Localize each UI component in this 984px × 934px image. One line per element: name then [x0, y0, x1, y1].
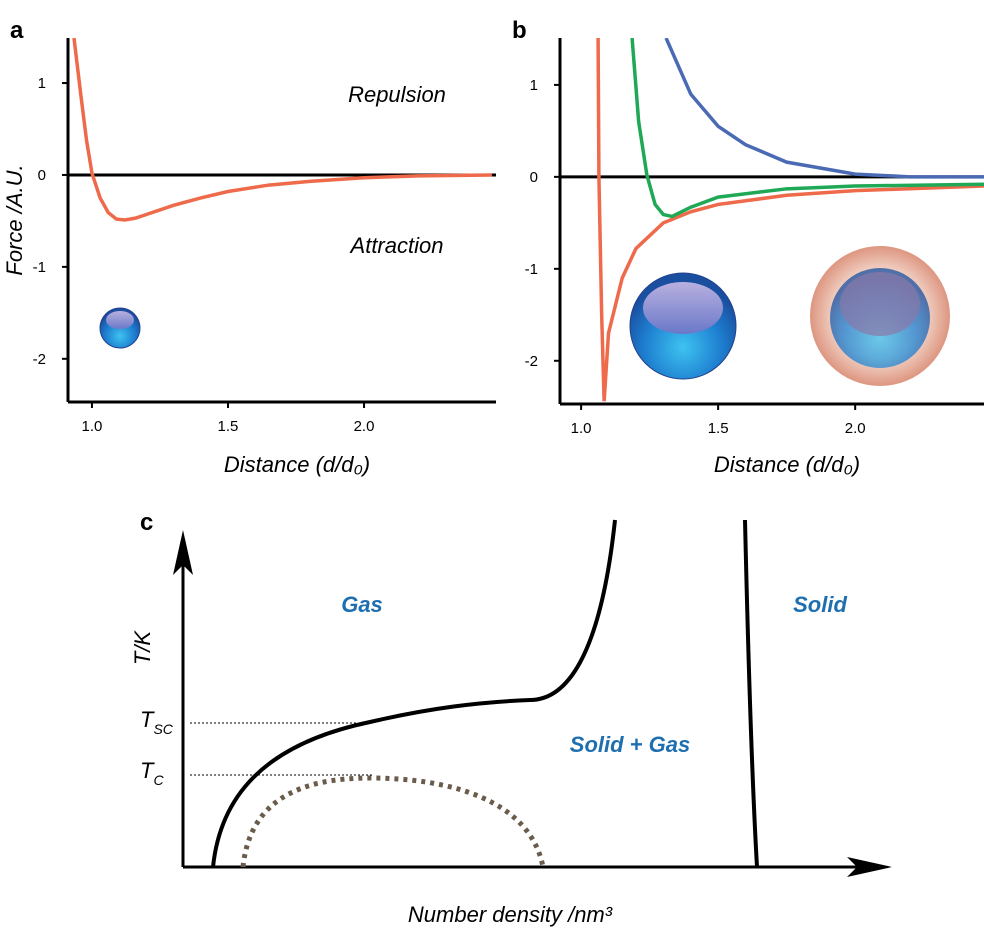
- line: [630, 38, 984, 219]
- arrow: [847, 857, 892, 877]
- x-tick-label: 1.0: [82, 418, 103, 435]
- y-tick-label: -2: [33, 351, 46, 368]
- line: [596, 38, 984, 402]
- region-label: Gas: [341, 592, 383, 617]
- y-tick-label: -1: [525, 261, 538, 278]
- panel-label: b: [512, 17, 527, 44]
- y-tick-label: 0: [38, 167, 46, 184]
- y-tick-label: -1: [33, 259, 46, 276]
- solid-boundary: [743, 519, 759, 868]
- panel: a Force /A.U. Distance (d/d₀) Repulsion Attr…: [2, 17, 496, 477]
- t: T: [140, 707, 155, 732]
- sub: SC: [153, 721, 173, 737]
- critical-dome: [240, 775, 546, 868]
- y-tick-label: 0: [530, 169, 538, 186]
- sphere-halo: [810, 246, 950, 386]
- region-label: Solid: [793, 592, 847, 617]
- x-tick-label: 1.5: [218, 418, 239, 435]
- x-axis-label: Distance (d/d₀): [714, 452, 860, 477]
- panel-label: c: [140, 509, 153, 536]
- annotation: Attraction: [349, 233, 444, 258]
- x-axis-label: Distance (d/d₀): [224, 452, 370, 477]
- coexistence-curve: [211, 519, 617, 868]
- sphere-large: [629, 272, 737, 380]
- y-tick-label: 1: [38, 75, 46, 92]
- region-label: Solid + Gas: [570, 732, 690, 757]
- x-axis-label: Number density /nm³: [408, 902, 613, 927]
- y-axis-label: Force /A.U.: [2, 164, 27, 275]
- panel: b Distance (d/d₀) 1 0 -1 -2 1.0 1.5 2.0: [512, 17, 984, 477]
- x-tick-label: 2.0: [354, 418, 375, 435]
- y-tick-label: 1: [530, 77, 538, 94]
- temperature-label: TSC: [140, 707, 174, 737]
- y-axis-label: T/K: [130, 630, 155, 666]
- annotation: Repulsion: [348, 82, 446, 107]
- sub: C: [153, 772, 164, 788]
- y-tick-label: -2: [525, 353, 538, 370]
- x-tick-label: 1.5: [708, 420, 729, 437]
- temperature-label: TC: [140, 758, 164, 788]
- x-tick-label: 2.0: [845, 420, 866, 437]
- line: [664, 38, 984, 179]
- t: T: [140, 758, 155, 783]
- sphere-small: [99, 307, 141, 349]
- panel-label: a: [10, 17, 24, 44]
- x-tick-label: 1.0: [571, 420, 592, 437]
- arrow: [173, 530, 193, 575]
- phase-diagram: [173, 519, 892, 877]
- line: [72, 38, 492, 222]
